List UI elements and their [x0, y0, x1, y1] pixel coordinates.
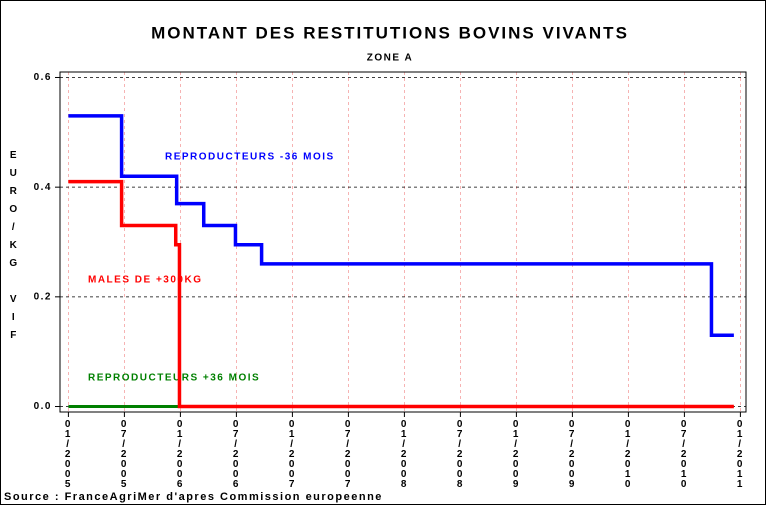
y-tick-label: 0.6 [34, 72, 52, 83]
x-tick-label: 0 7/2 0 0 7 [345, 419, 352, 490]
x-tick-label: 0 1/2 0 0 5 [65, 419, 72, 490]
y-tick-label: 0.4 [34, 182, 52, 193]
x-tick-label: 0 1/2 0 0 6 [177, 419, 184, 490]
x-tick-label: 0 1/2 0 1 0 [625, 419, 632, 490]
x-tick-label: 0 1/2 0 0 8 [401, 419, 408, 490]
source: Source : FranceAgriMer d'apres Commissio… [4, 491, 383, 503]
x-tick-label: 0 7/2 0 0 9 [569, 419, 576, 490]
y-tick-label: 0.2 [34, 291, 52, 302]
x-tick-label: 0 7/2 0 0 8 [457, 419, 464, 490]
y-tick-label: 0.0 [34, 401, 52, 412]
series-label: REPRODUCTEURS -36 MOIS [165, 152, 335, 163]
x-tick-label: 0 7/2 0 1 0 [681, 419, 688, 490]
plot-frame [59, 71, 747, 413]
series-line [68, 179, 734, 409]
x-tick-label: 0 1/2 0 0 7 [289, 419, 296, 490]
x-tick-label: 0 7/2 0 0 6 [233, 419, 240, 490]
x-tick-label: 0 1/2 0 1 1 [737, 419, 744, 490]
chart-subtitle: ZONE A [367, 53, 413, 64]
series-label: MALES DE +300KG [88, 275, 202, 286]
series-label: REPRODUCTEURS +36 MOIS [88, 373, 260, 384]
x-tick-label: 0 7/2 0 0 5 [121, 419, 128, 490]
x-tick-label: 0 1/2 0 0 9 [513, 419, 520, 490]
chart-title: MONTANT DES RESTITUTIONS BOVINS VIVANTS [151, 23, 629, 42]
series-line [68, 114, 734, 337]
